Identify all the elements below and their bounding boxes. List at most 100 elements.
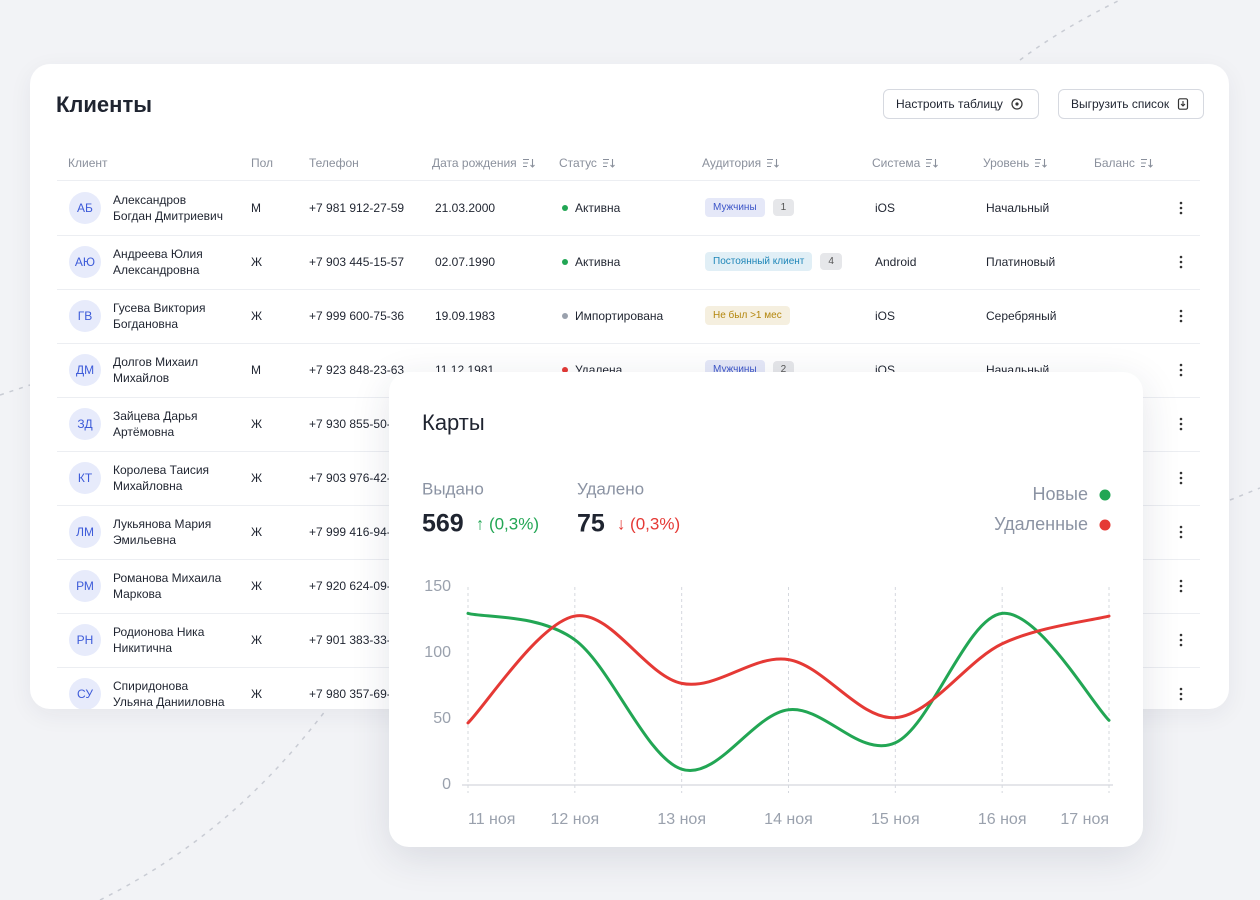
- legend-marker: [1099, 519, 1111, 531]
- avatar: КТ: [69, 462, 101, 494]
- export-list-button[interactable]: Выгрузить список: [1058, 89, 1204, 119]
- system: iOS: [875, 309, 896, 323]
- birth-date: 19.09.1983: [435, 309, 496, 323]
- button-icon: [1011, 98, 1023, 110]
- decor-curve: [0, 384, 31, 396]
- phone: +7 903 976-42-: [309, 471, 391, 485]
- birth-date: 02.07.1990: [435, 255, 496, 269]
- sex: М: [251, 363, 261, 377]
- status-dot: [562, 367, 568, 373]
- legend-label: Удаленные: [994, 514, 1088, 534]
- row-separator: [57, 235, 1200, 236]
- audience-cell: Постоянный клиент 4: [705, 252, 842, 271]
- stat-change: ↓ (0,3%): [617, 514, 680, 533]
- stat-label: Удалено: [577, 479, 644, 498]
- client-name: Родионова Ника: [113, 625, 205, 639]
- decor-curve: [1229, 487, 1260, 501]
- client-name: Андреева Юлия: [113, 247, 203, 261]
- status-dot: [562, 205, 568, 211]
- column-header: Аудитория: [702, 156, 779, 170]
- y-tick-label: 100: [424, 644, 451, 661]
- sort-icon: [602, 158, 615, 168]
- status: Активна: [575, 255, 621, 269]
- client-name: Спиридонова: [113, 679, 189, 693]
- client-name: Артёмовна: [113, 425, 175, 439]
- column-header: Клиент: [68, 156, 108, 170]
- row-menu[interactable]: [1178, 579, 1184, 593]
- row-separator: [57, 343, 1200, 344]
- column-header: Уровень: [983, 156, 1048, 170]
- avatar: ЛМ: [69, 516, 101, 548]
- avatar: СУ: [69, 678, 101, 709]
- sex: Ж: [251, 687, 263, 701]
- column-header: Баланс: [1094, 156, 1153, 170]
- phone: +7 999 600-75-36: [309, 309, 405, 323]
- phone: +7 901 383-33-: [309, 633, 391, 647]
- row-menu[interactable]: [1178, 255, 1184, 269]
- avatar: ДМ: [69, 354, 101, 386]
- column-header-label: Телефон: [309, 156, 359, 170]
- row-menu[interactable]: [1178, 633, 1184, 647]
- x-tick-label: 17 ноя: [1060, 811, 1109, 828]
- legend-marker: [1099, 489, 1111, 501]
- configure-table-button[interactable]: Настроить таблицу: [883, 89, 1039, 119]
- status-dot: [562, 313, 568, 319]
- x-tick-label: 13 ноя: [657, 811, 706, 828]
- chart-title: Карты: [422, 410, 485, 435]
- avatar: РМ: [69, 570, 101, 602]
- column-header-label: Аудитория: [702, 156, 762, 170]
- row-menu[interactable]: [1178, 471, 1184, 485]
- audience-tag: Мужчины: [705, 198, 765, 217]
- column-header-label: Уровень: [983, 156, 1030, 170]
- y-tick-label: 150: [424, 578, 451, 595]
- row-menu[interactable]: [1178, 201, 1184, 215]
- sort-icon: [926, 158, 939, 168]
- legend-label: Новые: [1032, 484, 1088, 504]
- audience-count: 4: [820, 253, 842, 270]
- client-name: Долгов Михаил: [113, 355, 199, 369]
- audience-cell: Не был >1 мес: [705, 306, 790, 325]
- sort-icon: [522, 158, 535, 168]
- avatar: ГВ: [69, 300, 101, 332]
- client-name: Богдановна: [113, 317, 179, 331]
- stat-value: 75: [577, 510, 605, 538]
- x-tick-label: 16 ноя: [978, 811, 1027, 828]
- client-name: Михайлов: [113, 371, 170, 385]
- clients-title: Клиенты: [56, 92, 153, 117]
- column-header: Пол: [251, 156, 273, 170]
- client-name: Гусева Виктория: [113, 301, 206, 315]
- row-menu[interactable]: [1178, 309, 1184, 323]
- audience-tag: Постоянный клиент: [705, 252, 813, 271]
- level: Платиновый: [986, 255, 1056, 269]
- system: Android: [875, 255, 917, 269]
- phone: +7 930 855-50-: [309, 417, 391, 431]
- column-header-label: Баланс: [1094, 156, 1135, 170]
- phone: +7 923 848-23-63: [309, 363, 405, 377]
- status-dot: [562, 259, 568, 265]
- avatar: РН: [69, 624, 101, 656]
- series-line: [466, 611, 1111, 773]
- sex: Ж: [251, 417, 263, 431]
- row-menu[interactable]: [1178, 687, 1184, 701]
- row-separator: [57, 289, 1200, 290]
- sex: Ж: [251, 633, 263, 647]
- sex: Ж: [251, 309, 263, 323]
- phone: +7 999 416-94-: [309, 525, 391, 539]
- row-menu[interactable]: [1178, 363, 1184, 377]
- stat-value: 569: [422, 510, 464, 538]
- cards-chart-card: Карты Выдано 569 ↑ (0,3%) Удалено 75 ↓ (0,3%)…: [389, 372, 1143, 847]
- button-label: Выгрузить список: [1071, 97, 1170, 111]
- client-name: Александровна: [113, 263, 200, 277]
- sex: Ж: [251, 525, 263, 539]
- row-menu[interactable]: [1178, 417, 1184, 431]
- y-tick-label: 50: [433, 710, 451, 727]
- sex: Ж: [251, 471, 263, 485]
- level: Серебряный: [986, 309, 1057, 323]
- sort-icon: [1140, 158, 1153, 168]
- decor-curve: [1019, 0, 1121, 61]
- system: iOS: [875, 201, 896, 215]
- row-menu[interactable]: [1178, 525, 1184, 539]
- stat-label: Выдано: [422, 479, 484, 498]
